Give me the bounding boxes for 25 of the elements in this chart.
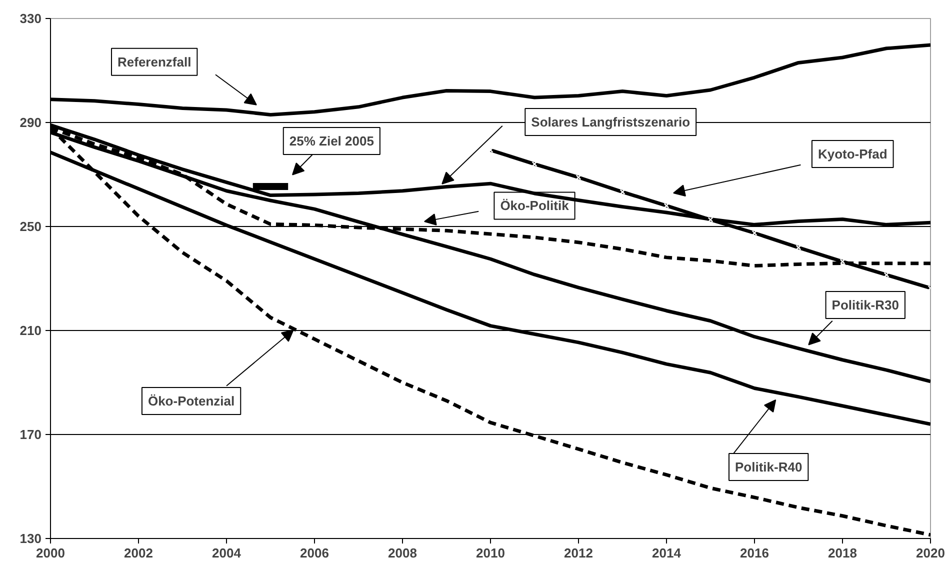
text: Solares Langfristszenario bbox=[531, 114, 690, 130]
y-tick-label: 250 bbox=[20, 219, 42, 234]
x-tick-label: 2000 bbox=[36, 546, 65, 560]
text: Öko-Potenzial bbox=[148, 393, 235, 408]
text: 25% Ziel 2005 bbox=[289, 133, 374, 148]
text: Politik-R30 bbox=[832, 298, 899, 313]
text: Kyoto-Pfad bbox=[818, 146, 888, 162]
x-tick-label: 2008 bbox=[388, 546, 417, 560]
text: Referenzfall bbox=[117, 54, 192, 70]
y-tick-label: 210 bbox=[20, 323, 42, 338]
x-tick-label: 2018 bbox=[828, 546, 857, 560]
y-tick-label: 330 bbox=[20, 11, 42, 26]
x-tick-label: 2014 bbox=[652, 546, 682, 560]
x-tick-label: 2016 bbox=[740, 546, 769, 560]
x-tick-label: 2002 bbox=[124, 546, 153, 560]
x-tick-label: 2010 bbox=[476, 546, 505, 560]
y-tick-label: 290 bbox=[20, 115, 42, 130]
series-label: Öko-Politik bbox=[500, 198, 570, 214]
x-tick-label: 2020 bbox=[916, 546, 945, 560]
x-tick-label: 2004 bbox=[212, 546, 242, 560]
x-tick-label: 2006 bbox=[300, 546, 329, 560]
y-tick-label: 130 bbox=[20, 531, 42, 546]
text: Politik-R40 bbox=[734, 460, 802, 474]
x-tick-label: 2012 bbox=[564, 546, 593, 560]
y-tick-label: 170 bbox=[20, 427, 42, 442]
